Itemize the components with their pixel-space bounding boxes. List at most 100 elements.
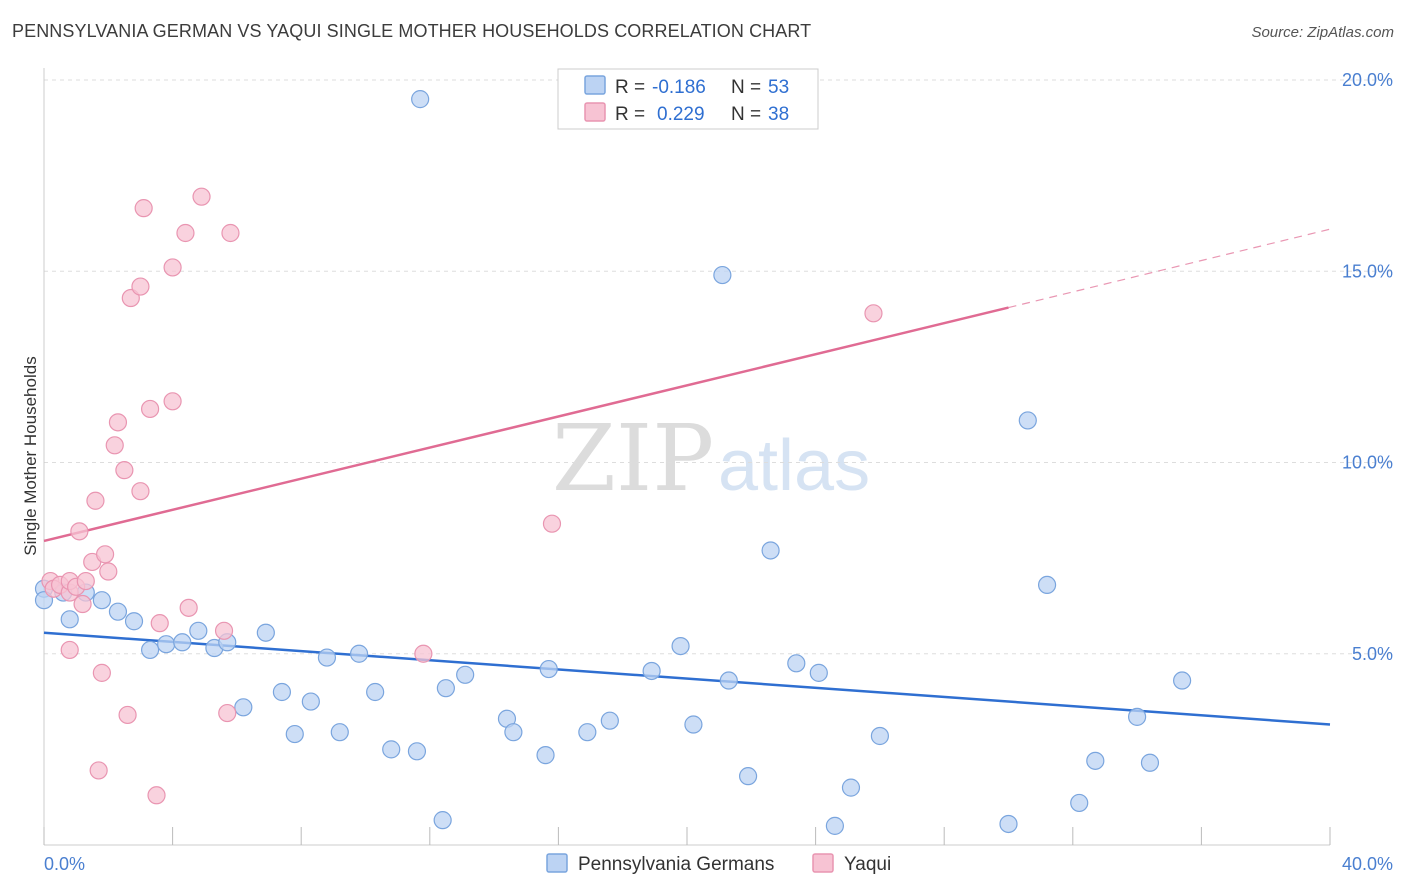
data-point-pink xyxy=(89,761,108,780)
data-point-blue xyxy=(124,612,144,631)
data-point-blue xyxy=(285,724,304,744)
trend-line-blue xyxy=(43,631,1331,726)
data-point-blue xyxy=(256,623,275,642)
data-point-pink xyxy=(108,413,128,432)
data-point-blue xyxy=(140,640,160,660)
legend-n-label-1: N = xyxy=(731,77,761,98)
data-point-pink xyxy=(176,223,195,243)
legend-n-value-2: 38 xyxy=(768,104,789,125)
x-tick-labels: 0.0% 40.0% xyxy=(44,854,1393,874)
data-point-blue xyxy=(536,746,555,765)
data-point-blue xyxy=(684,715,703,734)
data-point-pink xyxy=(118,705,137,725)
data-point-pink xyxy=(150,614,169,633)
legend-swatch-pink xyxy=(584,102,606,122)
data-point-pink xyxy=(131,277,150,296)
data-point-pink xyxy=(60,640,79,660)
data-point-blue xyxy=(787,654,806,673)
bottom-legend-swatch-pink xyxy=(812,853,834,873)
data-point-blue xyxy=(504,723,523,742)
legend: R = -0.186 N = 53 R = 0.229 N = 38 xyxy=(557,68,819,130)
bottom-legend-label-blue: Pennsylvania Germans xyxy=(578,854,774,875)
data-point-blue xyxy=(330,723,349,742)
legend-r-value-2: 0.229 xyxy=(657,104,705,125)
data-point-pink xyxy=(131,482,150,501)
data-point-blue xyxy=(407,742,427,761)
data-point-blue xyxy=(1037,575,1057,595)
data-point-pink xyxy=(147,786,166,805)
y-tick-label: 10.0% xyxy=(1342,453,1393,473)
trend-line-pink xyxy=(43,306,1009,543)
y-tick-label: 5.0% xyxy=(1352,644,1393,664)
data-point-blue xyxy=(738,767,758,786)
data-point-blue xyxy=(642,661,661,681)
data-point-blue xyxy=(578,723,597,742)
data-point-blue xyxy=(600,711,619,730)
y-axis-title: Single Mother Households xyxy=(21,356,40,555)
data-point-blue xyxy=(60,610,79,629)
data-point-blue xyxy=(234,698,253,717)
data-point-blue xyxy=(1127,707,1147,726)
data-point-blue xyxy=(1140,753,1160,772)
grid-lines xyxy=(44,79,1395,655)
data-point-pink xyxy=(218,703,237,723)
data-point-blue xyxy=(189,621,208,640)
data-point-blue xyxy=(108,602,128,621)
data-point-pink xyxy=(192,187,211,206)
data-point-blue xyxy=(870,726,890,746)
data-point-blue xyxy=(173,633,192,652)
data-point-pink xyxy=(221,223,240,243)
data-point-blue xyxy=(436,679,455,698)
legend-r-label-1: R = xyxy=(615,77,645,98)
axes xyxy=(43,68,1331,846)
watermark-atlas: atlas xyxy=(718,426,870,506)
data-point-blue xyxy=(92,591,111,610)
legend-r-label-2: R = xyxy=(615,104,645,125)
data-point-blue xyxy=(761,541,780,560)
data-point-blue xyxy=(349,644,369,663)
chart-title: PENNSYLVANIA GERMAN VS YAQUI SINGLE MOTH… xyxy=(12,21,812,41)
data-point-pink xyxy=(140,399,160,419)
data-point-pink xyxy=(70,522,89,541)
data-point-pink xyxy=(105,436,124,455)
watermark-zip: ZIP xyxy=(552,405,714,512)
data-point-blue xyxy=(272,682,292,702)
data-point-blue xyxy=(713,265,732,285)
data-point-blue xyxy=(317,648,337,667)
data-point-pink xyxy=(542,514,562,533)
data-point-pink xyxy=(95,545,115,564)
data-point-pink xyxy=(115,461,134,480)
legend-n-label-2: N = xyxy=(731,104,761,125)
data-point-blue xyxy=(157,635,176,654)
data-point-blue xyxy=(1086,751,1105,770)
data-point-blue xyxy=(809,663,828,682)
bottom-legend-label-pink: Yaqui xyxy=(844,854,891,875)
source-label: Source: ZipAtlas.com xyxy=(1251,24,1394,41)
data-point-pink xyxy=(414,644,433,663)
data-point-blue xyxy=(433,811,452,830)
data-point-pink xyxy=(179,598,198,617)
data-point-pink xyxy=(163,258,182,277)
data-point-blue xyxy=(1070,793,1089,813)
y-tick-label: 15.0% xyxy=(1342,261,1393,281)
data-points xyxy=(34,90,1192,835)
data-point-blue xyxy=(301,692,320,711)
data-point-pink xyxy=(73,594,92,614)
data-point-blue xyxy=(719,671,738,690)
data-point-blue xyxy=(382,740,401,759)
data-point-pink xyxy=(92,663,111,682)
trend-lines xyxy=(43,228,1331,726)
x-tick-label-max: 40.0% xyxy=(1342,854,1393,874)
data-point-blue xyxy=(671,636,690,656)
data-point-pink xyxy=(86,491,105,510)
data-point-pink xyxy=(214,621,234,640)
data-point-blue xyxy=(1018,411,1037,430)
bottom-legend: Pennsylvania Germans Yaqui xyxy=(546,853,891,875)
data-point-blue xyxy=(539,659,558,679)
legend-swatch-blue xyxy=(584,75,606,95)
data-point-blue xyxy=(825,816,844,835)
trend-line-pink-extension xyxy=(1008,228,1331,309)
data-point-pink xyxy=(99,562,118,581)
y-tick-labels: 5.0% 10.0% 15.0% 20.0% xyxy=(1342,70,1393,664)
